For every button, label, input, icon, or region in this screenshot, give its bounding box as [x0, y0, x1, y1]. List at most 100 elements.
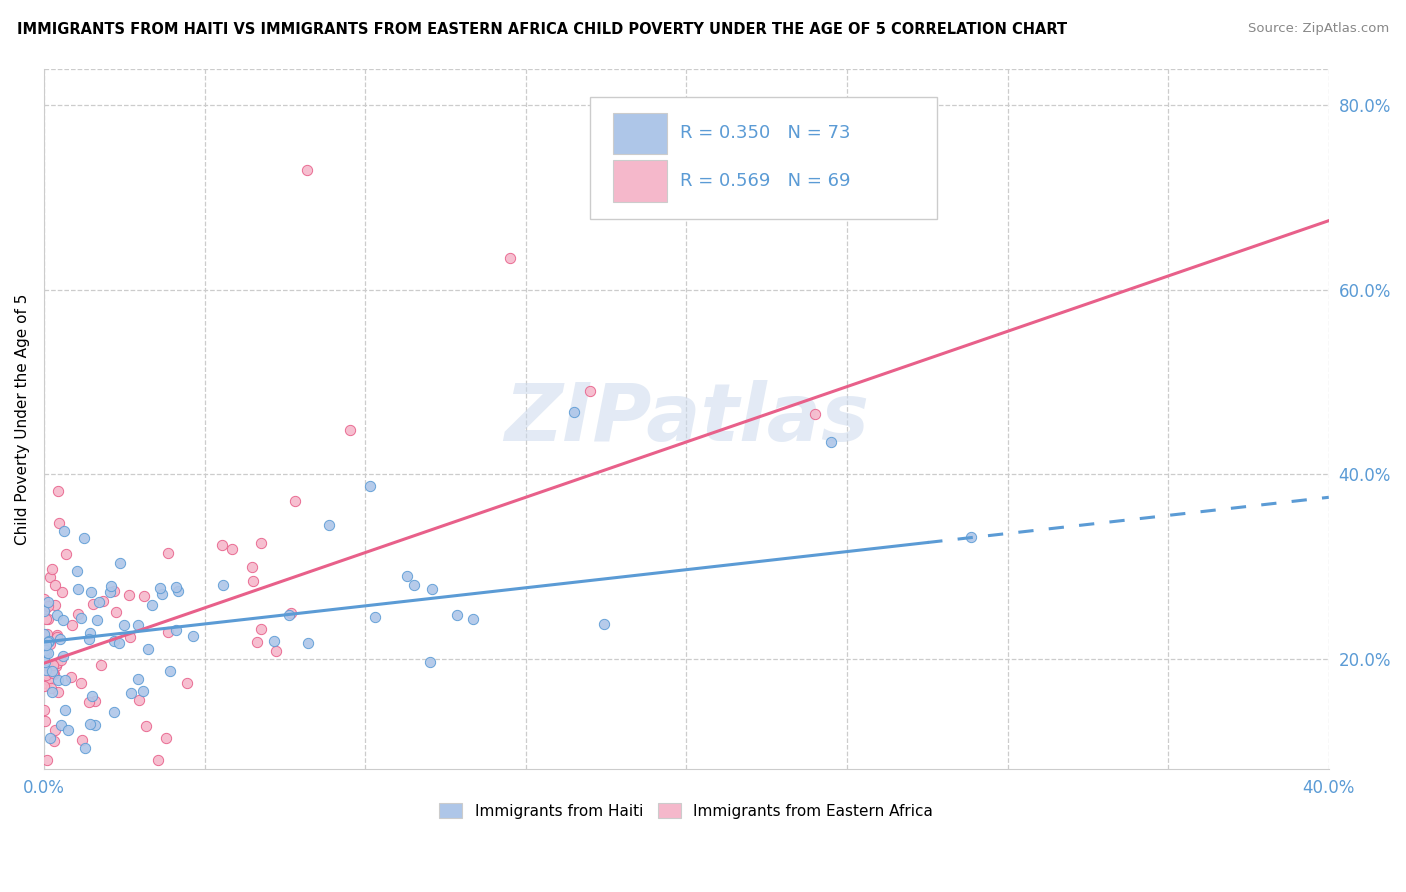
- Point: [446, 608, 468, 623]
- Point: [39, 570, 62, 584]
- Point: [37, 673, 59, 688]
- Point: [419, 655, 441, 669]
- Point: [420, 582, 443, 596]
- Point: [34, 602, 56, 616]
- Text: Source: ZipAtlas.com: Source: ZipAtlas.com: [1249, 22, 1389, 36]
- Point: [89, 595, 111, 609]
- Point: [136, 642, 159, 657]
- Point: [90, 658, 112, 673]
- Point: [132, 590, 155, 604]
- Point: [155, 731, 177, 746]
- Point: [37, 635, 59, 649]
- Point: [44, 598, 66, 612]
- Point: [35, 638, 58, 652]
- Point: [32, 604, 55, 618]
- Point: [70, 611, 93, 625]
- Point: [110, 556, 132, 570]
- Point: [32, 703, 55, 717]
- Point: [404, 578, 426, 592]
- Point: [149, 581, 172, 595]
- Point: [41, 664, 63, 678]
- Point: [35, 612, 58, 626]
- Point: [79, 695, 101, 709]
- Point: [318, 518, 340, 533]
- Point: [280, 606, 302, 620]
- Point: [364, 610, 387, 624]
- Point: [38, 633, 60, 648]
- Point: [118, 588, 141, 602]
- Point: [49, 653, 72, 667]
- Point: [211, 538, 233, 552]
- Point: [79, 632, 101, 646]
- Point: [42, 734, 65, 748]
- Text: R = 0.350   N = 73: R = 0.350 N = 73: [681, 124, 851, 142]
- Point: [156, 546, 179, 560]
- Point: [108, 636, 131, 650]
- Point: [39, 681, 62, 695]
- Point: [240, 560, 263, 574]
- Point: [73, 741, 96, 756]
- Point: [148, 753, 170, 767]
- Point: [55, 547, 77, 561]
- Point: [562, 404, 585, 418]
- Point: [82, 597, 104, 611]
- Point: [41, 685, 63, 699]
- Point: [820, 434, 842, 449]
- Point: [86, 614, 108, 628]
- Point: [80, 585, 103, 599]
- Point: [84, 694, 107, 708]
- Point: [45, 628, 67, 642]
- Point: [53, 673, 76, 687]
- Point: [46, 684, 69, 698]
- Point: [82, 689, 104, 703]
- Point: [263, 633, 285, 648]
- Point: [32, 679, 55, 693]
- Point: [118, 630, 141, 644]
- Point: [103, 706, 125, 720]
- Point: [44, 667, 66, 681]
- Point: [132, 683, 155, 698]
- Point: [127, 618, 149, 632]
- Point: [35, 753, 58, 767]
- Point: [359, 479, 381, 493]
- Point: [128, 693, 150, 707]
- Point: [52, 524, 75, 539]
- Point: [181, 629, 204, 643]
- Point: [65, 564, 87, 578]
- Point: [960, 530, 983, 544]
- Point: [32, 603, 55, 617]
- Point: [39, 637, 62, 651]
- Point: [60, 617, 83, 632]
- Point: [32, 627, 55, 641]
- FancyBboxPatch shape: [613, 161, 666, 202]
- Point: [42, 665, 65, 680]
- Point: [114, 618, 136, 632]
- Point: [249, 622, 271, 636]
- Point: [35, 675, 58, 690]
- Point: [461, 612, 484, 626]
- FancyBboxPatch shape: [591, 96, 936, 219]
- Legend: Immigrants from Haiti, Immigrants from Eastern Africa: Immigrants from Haiti, Immigrants from E…: [433, 797, 939, 825]
- Point: [250, 536, 273, 550]
- Point: [34, 714, 56, 729]
- Point: [66, 607, 89, 622]
- Text: ZIPatlas: ZIPatlas: [503, 380, 869, 458]
- Point: [38, 731, 60, 745]
- Point: [51, 585, 73, 599]
- Point: [159, 664, 181, 678]
- Point: [79, 626, 101, 640]
- Point: [46, 483, 69, 498]
- Point: [37, 665, 59, 680]
- Point: [91, 593, 114, 607]
- Point: [103, 634, 125, 648]
- Point: [135, 719, 157, 733]
- Point: [396, 569, 419, 583]
- Point: [579, 384, 602, 399]
- Point: [34, 655, 56, 669]
- Point: [103, 584, 125, 599]
- Point: [44, 723, 66, 738]
- Point: [45, 607, 67, 622]
- Point: [52, 648, 75, 663]
- Point: [72, 733, 94, 747]
- Point: [246, 634, 269, 648]
